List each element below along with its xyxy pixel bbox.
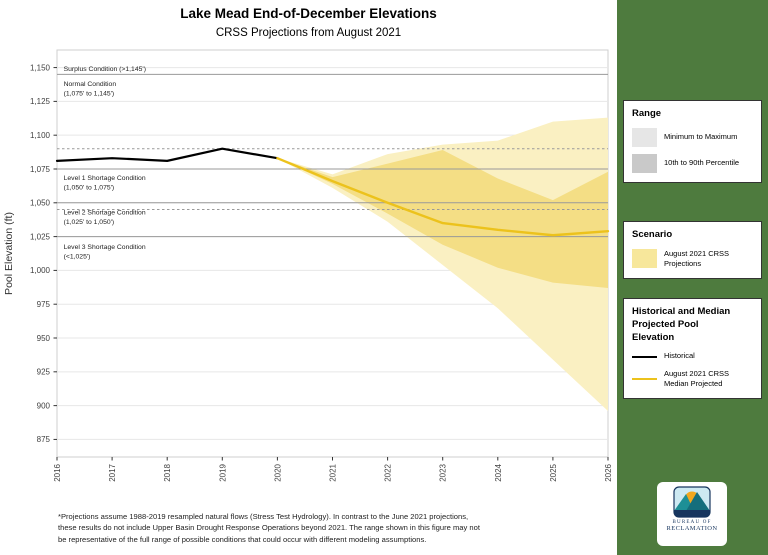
svg-text:2018: 2018 — [163, 463, 172, 481]
y-axis-title: Pool Elevation (ft) — [3, 212, 15, 295]
minmax-label: Minimum to Maximum — [664, 132, 738, 142]
svg-text:1,150: 1,150 — [30, 63, 51, 72]
series-lines — [55, 147, 610, 237]
svg-text:975: 975 — [37, 300, 51, 309]
legend-sidebar: Range Minimum to Maximum 10th to 90th Pe… — [617, 0, 768, 555]
water-icon — [674, 510, 710, 517]
chart-panel: Lake Mead End-of-December Elevations CRS… — [3, 6, 614, 545]
svg-text:2019: 2019 — [218, 463, 227, 481]
svg-text:2022: 2022 — [384, 463, 393, 481]
historical-label: Historical — [664, 351, 695, 361]
svg-text:2020: 2020 — [273, 463, 282, 481]
svg-text:Surplus Condition (>1,145'): Surplus Condition (>1,145') — [64, 66, 146, 73]
bor-logo-icon — [673, 486, 711, 518]
svg-text:2023: 2023 — [439, 463, 448, 481]
lines-legend-title: Historical and Median Projected Pool Ele… — [632, 306, 731, 343]
svg-text:(1,075' to 1,145'): (1,075' to 1,145') — [64, 90, 115, 97]
svg-text:Level 2 Shortage Condition: Level 2 Shortage Condition — [64, 209, 146, 216]
svg-text:2026: 2026 — [604, 463, 613, 481]
chart-title: Lake Mead End-of-December Elevations — [180, 6, 437, 21]
bor-logo: BUREAU OF RECLAMATION — [657, 482, 727, 546]
svg-text:2021: 2021 — [329, 463, 338, 481]
condition-labels: Surplus Condition (>1,145') Normal Condit… — [64, 66, 146, 260]
minmax-swatch — [632, 127, 657, 147]
axes: 875 900 925 950 975 1,000 1,025 1,050 1,075 1,100… — [30, 63, 613, 481]
svg-text:1,100: 1,100 — [30, 131, 51, 140]
svg-text:1,025: 1,025 — [30, 232, 51, 241]
legend-item-percentile: 10th to 90th Percentile — [632, 153, 753, 173]
svg-text:1,050: 1,050 — [30, 199, 51, 208]
svg-text:1,125: 1,125 — [30, 97, 51, 106]
footnote-line-2: these results do not include Upper Basin… — [58, 523, 480, 533]
svg-text:Normal Condition: Normal Condition — [64, 81, 117, 88]
percentile-swatch — [632, 153, 657, 173]
svg-text:900: 900 — [37, 401, 51, 410]
scenario-legend: Scenario August 2021 CRSS Projections — [623, 221, 762, 280]
svg-text:1,075: 1,075 — [30, 165, 51, 174]
svg-text:2017: 2017 — [108, 463, 117, 481]
chart-subtitle: CRSS Projections from August 2021 — [215, 27, 402, 39]
scenario-legend-title: Scenario — [632, 229, 673, 240]
footnote-line-3: be representative of the full range of p… — [58, 534, 427, 544]
series-august-2021-crss-median-projected — [276, 156, 610, 237]
svg-text:(1,050' to 1,075'): (1,050' to 1,075') — [64, 184, 115, 191]
median-label: August 2021 CRSS Median Projected — [664, 368, 730, 388]
legend-item-minmax: Minimum to Maximum — [632, 127, 753, 147]
lines-legend: Historical and Median Projected Pool Ele… — [623, 298, 762, 399]
bor-logo-text-bureau: BUREAU OF — [672, 520, 712, 525]
svg-text:925: 925 — [37, 368, 51, 377]
legend-item-historical: Historical — [632, 351, 753, 361]
svg-text:875: 875 — [37, 435, 51, 444]
mountain-icon — [686, 492, 710, 511]
historical-line-swatch — [632, 355, 657, 358]
svg-text:Level 1 Shortage Condition: Level 1 Shortage Condition — [64, 175, 146, 182]
svg-text:2016: 2016 — [53, 463, 62, 481]
series-historical — [55, 147, 279, 162]
svg-text:Level 3 Shortage Condition: Level 3 Shortage Condition — [64, 244, 146, 251]
footnote-line-1: *Projections assume 1988-2019 resampled … — [58, 512, 469, 521]
elevation-chart: Surplus Condition (>1,145') Normal Condit… — [3, 49, 613, 482]
svg-text:(1,025' to 1,050'): (1,025' to 1,050') — [64, 219, 115, 226]
svg-text:1,000: 1,000 — [30, 266, 51, 275]
svg-text:2024: 2024 — [494, 463, 503, 481]
median-line-swatch — [632, 377, 657, 380]
range-legend-title: Range — [632, 108, 662, 119]
percentile-label: 10th to 90th Percentile — [664, 158, 740, 168]
legend-item-scenario: August 2021 CRSS Projections — [632, 249, 753, 269]
svg-text:950: 950 — [37, 334, 51, 343]
svg-text:(<1,025'): (<1,025') — [64, 253, 91, 260]
legend-item-median: August 2021 CRSS Median Projected — [632, 369, 753, 389]
scenario-swatch — [632, 249, 657, 269]
band-10th-90th — [277, 150, 608, 288]
scenario-label: August 2021 CRSS Projections — [664, 248, 730, 268]
condition-lines — [57, 73, 608, 238]
bor-logo-text-reclamation: RECLAMATION — [666, 525, 718, 532]
footnote: *Projections assume 1988-2019 resampled … — [58, 511, 614, 545]
svg-text:2025: 2025 — [549, 463, 558, 481]
range-legend: Range Minimum to Maximum 10th to 90th Pe… — [623, 100, 762, 183]
